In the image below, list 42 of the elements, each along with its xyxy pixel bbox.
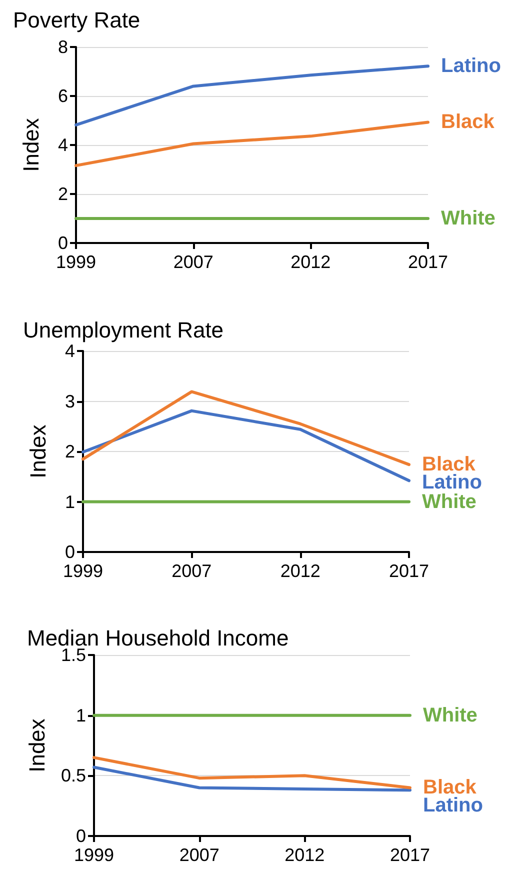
x-tick-label: 1999: [62, 561, 104, 581]
x-tick-label: 2017: [388, 561, 430, 581]
x-tick-label: 2012: [284, 845, 325, 865]
series-label: Latino: [423, 794, 483, 817]
x-tick-label: 2017: [390, 845, 430, 865]
series-label: White: [423, 704, 478, 726]
x-tick-label: 2017: [408, 252, 448, 272]
line-series: [82, 390, 410, 466]
y-tick-label: 8: [58, 37, 68, 57]
y-tick-label: 2: [58, 184, 68, 204]
line-series: [82, 409, 410, 482]
y-tick-label: 0: [58, 233, 68, 253]
x-tick-label: 1999: [74, 845, 114, 865]
y-tick-label: 1.5: [60, 645, 86, 665]
y-tick-label: 1: [76, 705, 86, 726]
y-tick-label: 6: [58, 86, 68, 106]
x-tick-label: 2007: [173, 252, 214, 272]
series-label: White: [441, 208, 496, 230]
y-axis-title: Index: [26, 424, 50, 478]
y-tick-label: 2: [64, 442, 75, 462]
x-tick-label: 2007: [179, 845, 220, 865]
line-series: [74, 64, 430, 126]
line-series: [92, 756, 412, 790]
y-axis-title: Index: [18, 118, 44, 172]
y-tick-label: 3: [64, 391, 75, 412]
y-tick-label: 1: [64, 492, 75, 512]
y-tick-label: 4: [58, 135, 68, 155]
series-label: Latino: [441, 55, 501, 78]
x-tick-label: 2007: [172, 561, 212, 581]
y-tick-label: 0: [76, 826, 86, 846]
y-tick-label: 0: [64, 542, 75, 562]
x-tick-label: 2012: [280, 561, 320, 581]
chart-title: Poverty Rate: [13, 8, 140, 32]
series-label: Black: [441, 111, 496, 134]
x-tick-label: 2012: [290, 252, 331, 272]
y-tick-label: 0.5: [60, 766, 86, 786]
line-series: [92, 766, 412, 792]
chart-title: Unemployment Rate: [23, 318, 224, 342]
y-tick-label: 4: [64, 341, 75, 361]
x-tick-label: 1999: [56, 252, 96, 272]
line-series: [74, 120, 430, 168]
y-axis-title: Index: [24, 718, 50, 772]
